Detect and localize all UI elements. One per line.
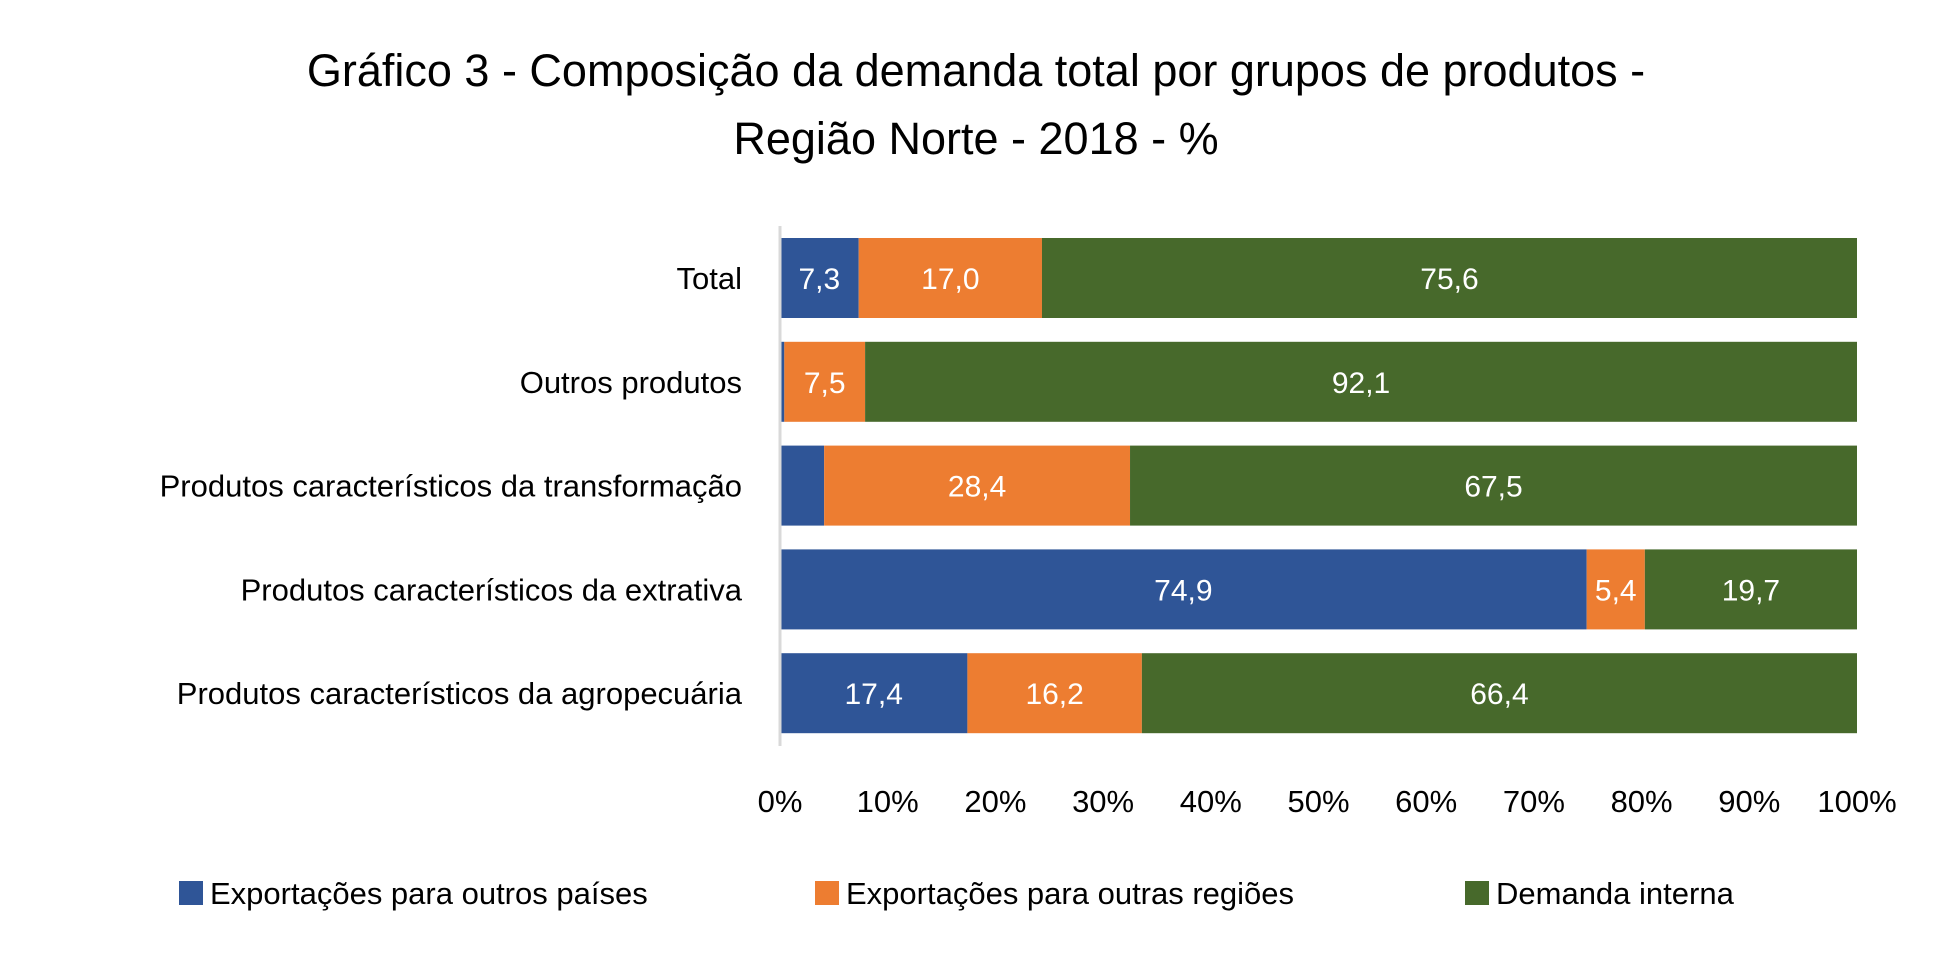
bar-segment: [1644, 549, 1857, 630]
category-label: Total: [677, 261, 742, 296]
x-tick-label: 0%: [758, 784, 803, 819]
chart-title: Gráfico 3 - Composição da demanda total …: [307, 45, 1645, 164]
data-label: 66,4: [1470, 678, 1528, 711]
data-label: 75,6: [1420, 263, 1478, 296]
bars: 7,3 17,0 75,6 7,5 92,1 28,4 67,5 74,9 5,4 19,7 17,…: [780, 238, 1857, 734]
x-tick-label: 80%: [1611, 784, 1673, 819]
legend-item: Exportações para outras regiões: [815, 876, 1294, 911]
data-label: 7,5: [804, 367, 846, 400]
bar-segment: [780, 445, 825, 526]
category-label: Produtos característicos da extrativa: [241, 572, 743, 607]
category-labels: Total Outros produtos Produtos característ…: [160, 261, 743, 711]
bar-segment: [780, 238, 859, 318]
data-label: 92,1: [1332, 367, 1390, 400]
legend-swatch: [815, 881, 839, 905]
legend: Exportações para outros países Exportaçõe…: [179, 876, 1735, 911]
legend-label: Demanda interna: [1496, 876, 1735, 911]
category-label: Outros produtos: [520, 365, 742, 400]
bar-segment: [1130, 445, 1857, 526]
data-label: 5,4: [1595, 574, 1637, 607]
x-tick-label: 10%: [857, 784, 919, 819]
bar-segment: [1141, 653, 1857, 734]
x-tick-label: 50%: [1287, 784, 1349, 819]
bar-segment: [780, 653, 968, 734]
bar-segment: [1586, 549, 1645, 630]
data-label: 7,3: [798, 263, 840, 296]
data-label: 67,5: [1464, 471, 1522, 504]
legend-swatch: [179, 881, 203, 905]
legend-item: Demanda interna: [1465, 876, 1735, 911]
bar-segment: [784, 341, 866, 422]
x-tick-label: 30%: [1072, 784, 1134, 819]
data-label: 17,4: [845, 678, 903, 711]
bar-segment: [780, 341, 785, 422]
bar-segment: [1041, 238, 1857, 318]
bar-segment: [858, 238, 1042, 318]
data-label: 16,2: [1025, 678, 1083, 711]
chart-title-line-2: Região Norte - 2018 - %: [733, 113, 1218, 164]
bar-segment: [824, 445, 1131, 526]
legend-swatch: [1465, 881, 1489, 905]
data-label: 17,0: [921, 263, 979, 296]
category-label: Produtos característicos da agropecuária: [177, 676, 743, 711]
bar-segment: [865, 341, 1857, 422]
category-label: Produtos característicos da transformaçã…: [160, 469, 742, 504]
x-axis-ticks: 0% 10% 20% 30% 40% 50% 60% 70% 80% 90% 100%: [758, 784, 1897, 819]
data-label: 19,7: [1722, 574, 1780, 607]
chart-title-line-1: Gráfico 3 - Composição da demanda total …: [307, 45, 1645, 96]
x-tick-label: 60%: [1395, 784, 1457, 819]
bar-segment: [967, 653, 1142, 734]
x-tick-label: 90%: [1718, 784, 1780, 819]
bar-segment: [780, 549, 1587, 630]
legend-label: Exportações para outras regiões: [846, 876, 1294, 911]
x-tick-label: 20%: [964, 784, 1026, 819]
legend-item: Exportações para outros países: [179, 876, 648, 911]
legend-label: Exportações para outros países: [210, 876, 648, 911]
data-label: 28,4: [948, 471, 1006, 504]
x-tick-label: 70%: [1503, 784, 1565, 819]
x-tick-label: 40%: [1180, 784, 1242, 819]
data-label: 74,9: [1154, 574, 1212, 607]
x-tick-label: 100%: [1817, 784, 1896, 819]
